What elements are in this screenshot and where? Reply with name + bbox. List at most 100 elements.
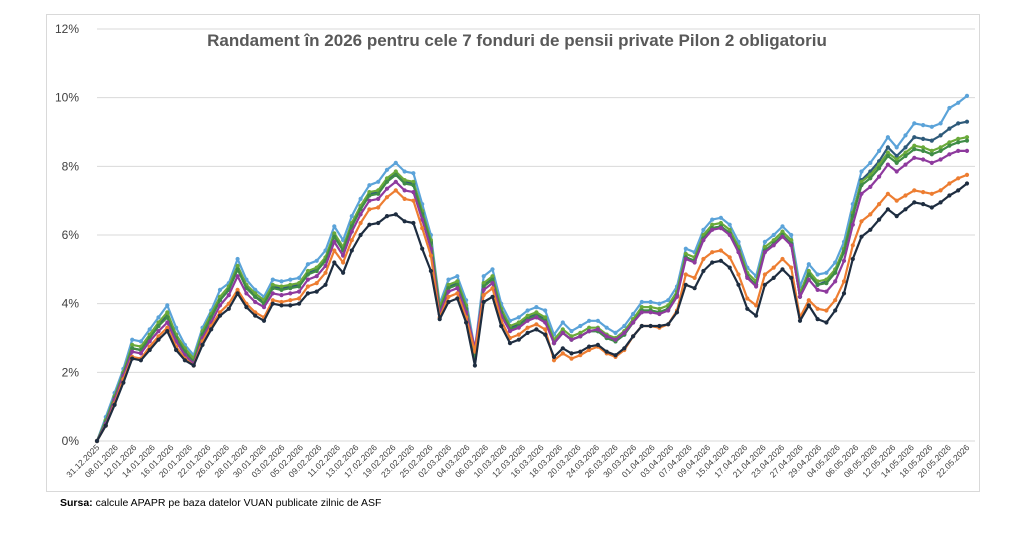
data-point bbox=[349, 248, 354, 253]
data-point bbox=[815, 272, 820, 277]
data-point bbox=[604, 334, 609, 339]
data-point bbox=[490, 274, 495, 279]
data-point bbox=[956, 121, 961, 126]
data-point bbox=[376, 179, 381, 184]
data-point bbox=[666, 308, 671, 313]
data-point bbox=[367, 190, 372, 195]
data-point bbox=[850, 243, 855, 248]
data-point bbox=[938, 200, 943, 205]
data-point bbox=[560, 351, 565, 356]
data-point bbox=[929, 160, 934, 165]
series-line bbox=[96, 139, 968, 442]
data-point bbox=[754, 313, 759, 318]
data-point bbox=[200, 342, 205, 347]
data-point bbox=[393, 169, 398, 174]
data-point bbox=[964, 93, 970, 98]
data-point bbox=[270, 301, 275, 306]
y-axis-ticks: 0% 2% 4% 6% 8% 10% 12% bbox=[55, 22, 79, 448]
data-point bbox=[411, 190, 416, 195]
data-point bbox=[771, 265, 776, 270]
data-point bbox=[613, 353, 618, 358]
data-point bbox=[912, 155, 917, 160]
data-point bbox=[560, 320, 565, 325]
data-point bbox=[622, 346, 627, 351]
data-point bbox=[894, 160, 899, 165]
data-point bbox=[718, 226, 724, 231]
data-point bbox=[297, 284, 302, 289]
data-point bbox=[683, 272, 688, 277]
data-point bbox=[806, 303, 811, 308]
data-point bbox=[885, 135, 891, 140]
data-point bbox=[235, 267, 240, 272]
data-point bbox=[138, 358, 143, 363]
data-point bbox=[253, 294, 258, 299]
data-point bbox=[674, 310, 680, 315]
data-point bbox=[569, 334, 574, 339]
data-point bbox=[376, 205, 381, 210]
data-point bbox=[288, 298, 293, 303]
data-point bbox=[885, 162, 891, 167]
data-point bbox=[525, 308, 530, 313]
data-point bbox=[288, 277, 293, 282]
data-point bbox=[235, 291, 240, 296]
data-point bbox=[736, 250, 741, 255]
data-point bbox=[833, 308, 838, 313]
data-point bbox=[94, 438, 100, 444]
data-point bbox=[657, 311, 662, 317]
data-point bbox=[270, 298, 275, 303]
data-point bbox=[701, 256, 706, 262]
data-point bbox=[226, 306, 231, 311]
data-point bbox=[112, 402, 117, 407]
data-point bbox=[903, 162, 908, 167]
data-point bbox=[332, 224, 337, 229]
data-point bbox=[270, 286, 275, 291]
source-text: calcule APAPR pe baza datelor VUAN publi… bbox=[95, 497, 382, 509]
data-point bbox=[165, 303, 170, 308]
data-point bbox=[947, 181, 952, 186]
data-point bbox=[138, 351, 143, 356]
data-point bbox=[745, 275, 750, 280]
data-point bbox=[358, 220, 363, 226]
data-point bbox=[393, 160, 398, 165]
data-point bbox=[481, 284, 486, 289]
data-point bbox=[393, 179, 398, 184]
data-point bbox=[516, 315, 521, 320]
y-tick-label: 8% bbox=[62, 159, 80, 173]
data-point bbox=[947, 126, 952, 131]
data-point bbox=[297, 301, 302, 306]
line-chart: 0% 2% 4% 6% 8% 10% 12% 31.12.202508.01.202612.… bbox=[55, 22, 975, 479]
data-point bbox=[174, 347, 179, 353]
data-point bbox=[727, 227, 732, 232]
source-note: Sursa: calcule APAPR pe baza datelor VUA… bbox=[60, 497, 381, 509]
data-point bbox=[692, 286, 697, 291]
data-point bbox=[297, 296, 302, 301]
data-point bbox=[850, 256, 855, 262]
data-point bbox=[235, 256, 240, 262]
data-point bbox=[833, 279, 838, 284]
data-point bbox=[428, 268, 433, 274]
data-point bbox=[358, 212, 363, 217]
data-point bbox=[578, 349, 583, 354]
data-point bbox=[622, 330, 627, 335]
data-point bbox=[499, 323, 504, 329]
data-point bbox=[710, 217, 715, 222]
data-point bbox=[578, 330, 583, 335]
y-tick-label: 6% bbox=[62, 228, 80, 242]
data-point bbox=[270, 282, 275, 287]
data-point bbox=[622, 323, 627, 329]
data-point bbox=[217, 310, 223, 315]
data-point bbox=[701, 227, 706, 232]
data-point bbox=[692, 260, 697, 265]
data-point bbox=[446, 286, 451, 291]
data-point bbox=[481, 293, 486, 298]
data-point bbox=[789, 232, 794, 238]
series-7 bbox=[94, 181, 970, 444]
data-point bbox=[130, 342, 135, 347]
data-point bbox=[666, 298, 671, 303]
data-point bbox=[578, 323, 583, 329]
data-point bbox=[613, 337, 618, 342]
data-point bbox=[367, 183, 372, 188]
data-point bbox=[718, 248, 724, 253]
data-point bbox=[587, 329, 592, 334]
data-point bbox=[543, 315, 548, 320]
